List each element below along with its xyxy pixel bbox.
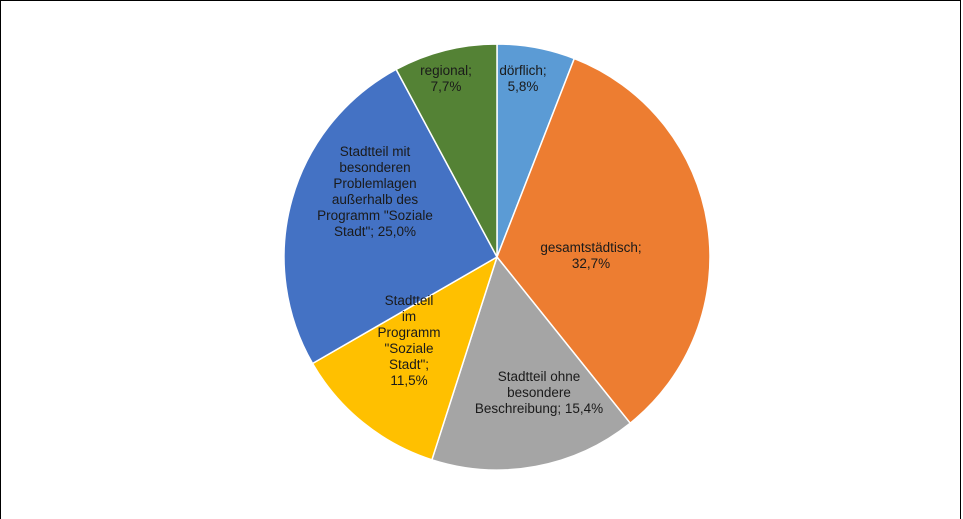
pie-slice-6 [395, 43, 498, 258]
pie-slice-4 [311, 255, 499, 461]
pie-slice-5 [283, 68, 499, 365]
slice-label-line: regional; [420, 63, 472, 78]
slice-label-2: gesamtstädtisch; 32,7% [540, 240, 641, 271]
slice-label-line: besonderen [339, 160, 410, 175]
slice-label-1: dörflich; 5,8% [499, 63, 546, 94]
slice-label-line: Beschreibung; 15,4% [475, 401, 603, 416]
slice-label-line: "Soziale [384, 341, 433, 356]
slice-label-6: regional; 7,7% [420, 63, 472, 94]
slice-label-line: besondere [507, 385, 571, 400]
pie-slice-3 [430, 255, 632, 471]
slice-label-line: 7,7% [431, 79, 462, 94]
slice-label-4: Stadtteil im Programm "Soziale Stadt"; 11,5% [377, 293, 440, 388]
slice-label-line: im [402, 309, 416, 324]
slice-label-line: 11,5% [390, 373, 427, 388]
slice-label-line: Programm [377, 325, 440, 340]
slice-label-line: 32,7% [572, 256, 610, 271]
slice-label-line: gesamtstädtisch; [540, 240, 641, 255]
slice-label-line: Stadtteil mit [340, 144, 411, 159]
slice-label-line: Stadtteil [385, 293, 434, 308]
slice-label-line: Stadt"; 25,0% [334, 224, 416, 239]
slice-label-5: Stadtteil mit besonderen Problemlagen außer… [317, 144, 433, 239]
slice-label-line: Stadtteil ohne [498, 369, 581, 384]
slice-label-line: dörflich; [499, 63, 546, 78]
pie-slice-2 [496, 57, 711, 425]
slice-label-3: Stadtteil ohne besondere Beschreibung; 15,… [475, 369, 603, 416]
slice-label-line: Problemlagen [333, 176, 416, 191]
slice-label-line: Programm "Soziale [317, 208, 433, 223]
slice-label-line: außerhalb des [332, 192, 419, 207]
slice-label-line: 5,8% [508, 79, 539, 94]
slice-label-line: Stadt"; [389, 357, 429, 372]
